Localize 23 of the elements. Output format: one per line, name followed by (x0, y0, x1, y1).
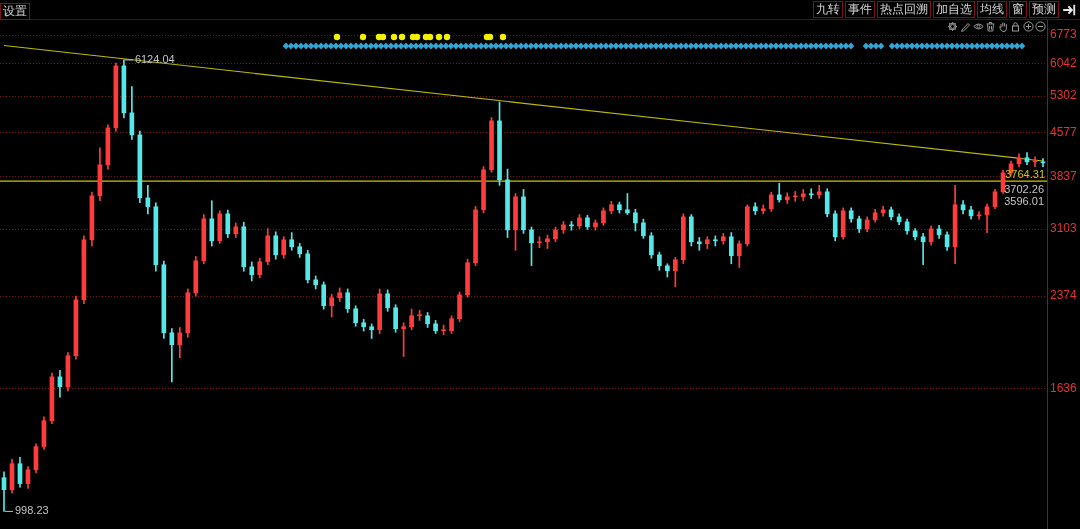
y-tick-label: 5302 (1050, 88, 1078, 103)
toolbar-button: 加自选 (933, 1, 975, 18)
toolbar-button: 均线 (977, 1, 1007, 18)
toolbar-button: 事件 (845, 1, 875, 18)
annotation: 3702.26 (1004, 182, 1044, 195)
toolbar-button: 窗 (1009, 1, 1027, 18)
toolbar-button: 设置 (0, 3, 30, 20)
y-tick-label: 4577 (1050, 124, 1078, 139)
toolbar-button: 热点回溯 (877, 1, 931, 18)
annotation: 3596.01 (1004, 194, 1044, 207)
ref-line-label: 3764.31 (1005, 168, 1045, 181)
candlestick (808, 188, 814, 199)
y-tick-label: 1636 (1050, 380, 1078, 395)
annotation: 6124.04 (134, 52, 175, 65)
y-tick-label: 6042 (1050, 55, 1078, 70)
annotation: 998.23 (15, 504, 49, 517)
y-tick-label: 2374 (1050, 288, 1078, 303)
toolbar-button: 预测 (1029, 1, 1059, 18)
toolbar-button: 九转 (813, 1, 843, 18)
candlestick (920, 233, 926, 265)
y-tick-label: 3837 (1050, 168, 1078, 183)
y-tick-label: 3103 (1050, 221, 1078, 236)
y-tick-label: 6773 (1050, 27, 1078, 42)
